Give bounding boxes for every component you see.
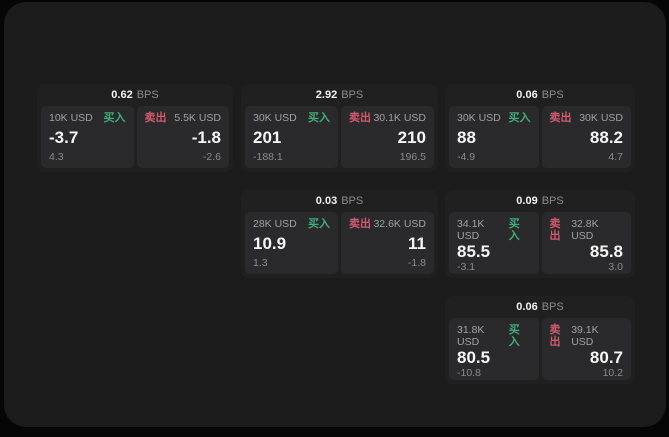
sell-delta: -1.8: [407, 257, 426, 269]
quote-card: 0.06 BPS 30K USD 买入 88 -4.9 卖出 30K USD 8…: [445, 84, 635, 172]
bps-unit-label: BPS: [341, 89, 364, 101]
buy-tile[interactable]: 34.1K USD 买入 85.5 -3.1: [449, 212, 539, 274]
sell-amount: 5.5K USD: [174, 112, 221, 124]
buy-amount: 31.8K USD: [457, 324, 485, 348]
sell-delta: -2.6: [202, 151, 221, 163]
sell-tile[interactable]: 卖出 30.1K USD 210 196.5: [341, 106, 434, 168]
spread-value: 0.62: [111, 89, 133, 101]
sell-delta: 10.2: [602, 367, 623, 379]
sell-side-label: 卖出: [349, 218, 371, 230]
buy-tile[interactable]: 30K USD 买入 88 -4.9: [449, 106, 539, 168]
quote-card: 0.03 BPS 28K USD 买入 10.9 1.3 卖出 32.6K US…: [241, 190, 438, 278]
spread-header: 0.03 BPS: [245, 193, 434, 212]
buy-price: 80.5: [457, 348, 491, 367]
buy-price: 201: [253, 128, 282, 147]
sell-side-label: 卖出: [549, 218, 561, 242]
sell-price: 85.8: [589, 242, 623, 261]
sell-amount: 32.8K USD: [571, 218, 599, 242]
sell-delta: 4.7: [608, 151, 623, 163]
sell-tile[interactable]: 卖出 30K USD 88.2 4.7: [541, 106, 631, 168]
quote-card-body: 30K USD 买入 88 -4.9 卖出 30K USD 88.2 4.7: [449, 106, 631, 168]
buy-tile[interactable]: 30K USD 买入 201 -188.1: [245, 106, 338, 168]
buy-amount: 30K USD: [457, 112, 501, 124]
spread-header: 0.06 BPS: [449, 87, 631, 106]
sell-price: 88.2: [589, 128, 623, 147]
buy-price: 85.5: [457, 242, 491, 261]
sell-side-label: 卖出: [349, 112, 371, 124]
spread-value: 0.06: [516, 301, 538, 313]
buy-delta: -10.8: [457, 367, 481, 379]
sell-price: 11: [408, 234, 426, 253]
spread-value: 0.03: [315, 195, 338, 207]
buy-tile[interactable]: 28K USD 买入 10.9 1.3: [245, 212, 338, 274]
buy-side-label: 买入: [508, 112, 531, 124]
quote-card: 0.62 BPS 10K USD 买入 -3.7 4.3 卖出 5.5K USD…: [37, 84, 233, 172]
buy-amount: 30K USD: [253, 112, 297, 124]
spread-header: 2.92 BPS: [245, 87, 434, 106]
sell-side-label: 卖出: [549, 324, 561, 348]
buy-price: 88: [457, 128, 476, 147]
buy-amount: 10K USD: [49, 112, 93, 124]
sell-tile[interactable]: 卖出 32.8K USD 85.8 3.0: [541, 212, 631, 274]
buy-side-label: 买入: [103, 112, 126, 124]
sell-tile[interactable]: 卖出 32.6K USD 11 -1.8: [341, 212, 434, 274]
buy-delta: -4.9: [457, 151, 476, 163]
buy-delta: 4.3: [49, 151, 64, 163]
sell-side-label: 卖出: [549, 112, 572, 124]
buy-amount: 28K USD: [253, 218, 297, 230]
quote-card: 0.09 BPS 34.1K USD 买入 85.5 -3.1 卖出 32.8K…: [445, 190, 635, 278]
quote-card-body: 34.1K USD 买入 85.5 -3.1 卖出 32.8K USD 85.8…: [449, 212, 631, 274]
spread-value: 0.09: [516, 195, 538, 207]
sell-tile[interactable]: 卖出 5.5K USD -1.8 -2.6: [136, 106, 229, 168]
buy-side-label: 买入: [308, 112, 330, 124]
sell-amount: 39.1K USD: [571, 324, 599, 348]
buy-delta: -3.1: [457, 261, 476, 273]
spread-header: 0.06 BPS: [449, 299, 631, 318]
quote-card-body: 30K USD 买入 201 -188.1 卖出 30.1K USD 210 1…: [245, 106, 434, 168]
sell-amount: 32.6K USD: [373, 218, 426, 230]
spread-value: 2.92: [315, 89, 338, 101]
bps-unit-label: BPS: [541, 195, 564, 207]
quote-card-body: 10K USD 买入 -3.7 4.3 卖出 5.5K USD -1.8 -2.…: [41, 106, 229, 168]
buy-delta: -188.1: [253, 151, 283, 163]
buy-delta: 1.3: [253, 257, 268, 269]
sell-side-label: 卖出: [144, 112, 167, 124]
bps-unit-label: BPS: [541, 301, 564, 313]
spread-header: 0.09 BPS: [449, 193, 631, 212]
quote-card: 0.06 BPS 31.8K USD 买入 80.5 -10.8 卖出 39.1…: [445, 296, 635, 384]
bps-unit-label: BPS: [341, 195, 364, 207]
buy-price: -3.7: [49, 128, 79, 147]
buy-tile[interactable]: 10K USD 买入 -3.7 4.3: [41, 106, 134, 168]
buy-tile[interactable]: 31.8K USD 买入 80.5 -10.8: [449, 318, 539, 380]
sell-price: 210: [397, 128, 426, 147]
spread-header: 0.62 BPS: [41, 87, 229, 106]
sell-price: -1.8: [191, 128, 221, 147]
buy-price: 10.9: [253, 234, 287, 253]
sell-delta: 3.0: [608, 261, 623, 273]
sell-amount: 30.1K USD: [373, 112, 426, 124]
quote-card: 2.92 BPS 30K USD 买入 201 -188.1 卖出 30.1K …: [241, 84, 438, 172]
bps-unit-label: BPS: [541, 89, 564, 101]
buy-side-label: 买入: [508, 324, 520, 348]
buy-side-label: 买入: [508, 218, 520, 242]
sell-amount: 30K USD: [579, 112, 623, 124]
buy-side-label: 买入: [308, 218, 330, 230]
sell-delta: 196.5: [399, 151, 426, 163]
bps-unit-label: BPS: [136, 89, 159, 101]
quote-card-body: 31.8K USD 买入 80.5 -10.8 卖出 39.1K USD 80.…: [449, 318, 631, 380]
buy-amount: 34.1K USD: [457, 218, 485, 242]
quote-card-body: 28K USD 买入 10.9 1.3 卖出 32.6K USD 11 -1.8: [245, 212, 434, 274]
spread-value: 0.06: [516, 89, 538, 101]
sell-price: 80.7: [589, 348, 623, 367]
sell-tile[interactable]: 卖出 39.1K USD 80.7 10.2: [541, 318, 631, 380]
